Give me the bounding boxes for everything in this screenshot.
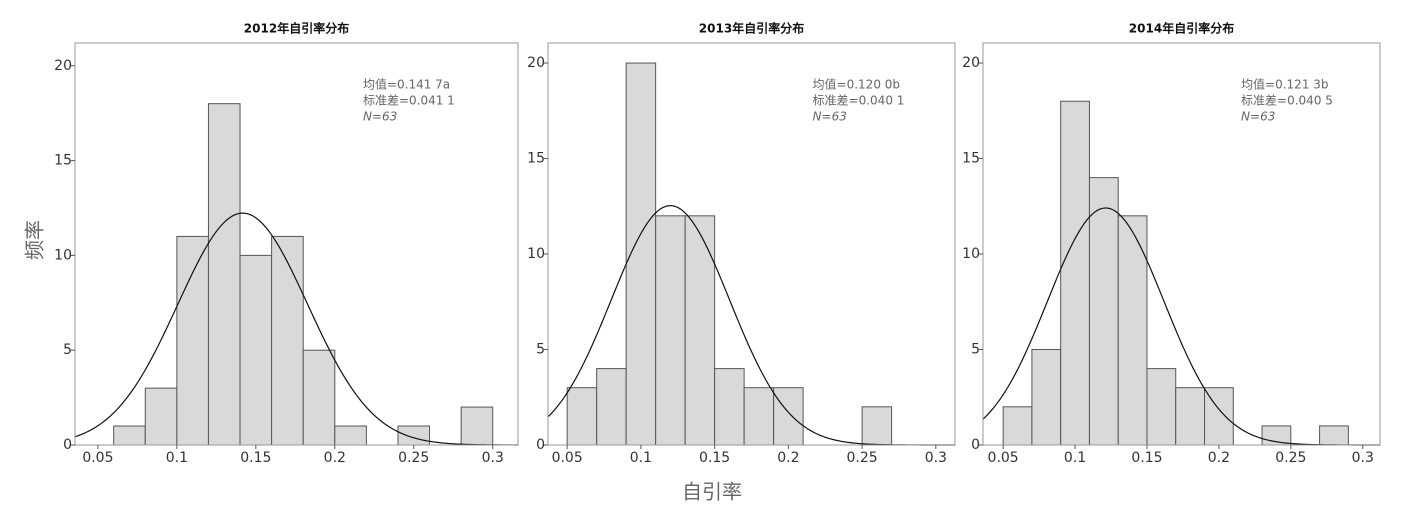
annotation: N=63 xyxy=(1241,110,1275,124)
annotation: 标准差=0.040 1 xyxy=(813,94,905,108)
bar xyxy=(655,215,686,446)
bar xyxy=(861,406,893,446)
y-tick-label: 15 xyxy=(54,153,72,169)
x-tick-label: 0.1 xyxy=(630,450,652,466)
annotation: N=63 xyxy=(363,110,397,124)
annotation: 均值=0.121 3b xyxy=(1241,77,1328,92)
bar xyxy=(176,235,209,446)
bar xyxy=(684,215,716,446)
bar xyxy=(714,368,745,446)
x-tick-label: 0.05 xyxy=(988,450,1019,466)
x-tick-label: 0.25 xyxy=(847,450,878,466)
annotation: 均值=0.141 7a xyxy=(363,77,450,92)
annotation: 标准差=0.041 1 xyxy=(363,94,455,108)
bar xyxy=(302,349,336,446)
plot-frame xyxy=(982,42,1381,446)
y-tick-label: 5 xyxy=(536,342,545,358)
x-axis-label: 自引率 xyxy=(682,480,742,504)
bar xyxy=(566,387,598,446)
plot-frame xyxy=(547,42,956,446)
x-tick-label: 0.2 xyxy=(1208,450,1230,466)
bar xyxy=(460,406,494,446)
y-tick-label: 0 xyxy=(63,437,72,453)
y-tick-label: 10 xyxy=(962,246,980,262)
bar xyxy=(1175,387,1206,446)
y-tick-label: 20 xyxy=(54,58,72,74)
x-tick-label: 0.15 xyxy=(1131,450,1162,466)
y-tick-label: 15 xyxy=(527,151,545,167)
chart-title: 2012年自引率分布 xyxy=(244,21,349,36)
y-tick-label: 20 xyxy=(527,55,545,71)
bar xyxy=(144,387,178,446)
plot-frame xyxy=(74,42,519,446)
x-tick-label: 0.3 xyxy=(925,450,947,466)
annotation: 标准差=0.040 5 xyxy=(1241,94,1333,108)
bar xyxy=(397,425,431,446)
x-tick-label: 0.25 xyxy=(398,450,429,466)
chart-title: 2014年自引率分布 xyxy=(1129,21,1234,36)
y-tick-label: 10 xyxy=(527,246,545,262)
x-tick-label: 0.1 xyxy=(1064,450,1086,466)
bar xyxy=(743,387,775,446)
chart-title: 2013年自引率分布 xyxy=(699,21,804,36)
bar xyxy=(1060,100,1090,446)
x-tick-label: 0.2 xyxy=(324,450,346,466)
y-tick-label: 15 xyxy=(962,151,980,167)
bar xyxy=(1031,349,1062,446)
x-tick-label: 0.15 xyxy=(699,450,730,466)
bar xyxy=(596,368,627,446)
normal-curve xyxy=(74,212,518,446)
bar xyxy=(113,425,146,446)
bar xyxy=(1146,368,1177,446)
bar xyxy=(1088,177,1119,446)
y-tick-label: 10 xyxy=(54,247,72,263)
y-tick-label: 20 xyxy=(962,55,980,71)
y-tick-label: 5 xyxy=(971,342,980,358)
x-tick-label: 0.3 xyxy=(482,450,504,466)
x-tick-label: 0.25 xyxy=(1275,450,1306,466)
annotation: N=63 xyxy=(813,110,847,124)
bar xyxy=(1319,425,1349,446)
bar xyxy=(239,254,273,446)
y-axis-label: 频率 xyxy=(23,220,47,260)
bar xyxy=(1117,215,1148,446)
y-tick-label: 0 xyxy=(536,437,545,453)
x-tick-label: 0.2 xyxy=(777,450,799,466)
y-tick-label: 5 xyxy=(63,342,72,358)
x-tick-label: 0.05 xyxy=(82,450,113,466)
bar xyxy=(207,103,241,446)
x-tick-label: 0.15 xyxy=(240,450,271,466)
bar xyxy=(773,387,804,446)
annotation: 均值=0.120 0b xyxy=(813,77,900,92)
y-tick-label: 0 xyxy=(971,437,980,453)
x-tick-label: 0.1 xyxy=(166,450,188,466)
bar xyxy=(1002,406,1033,446)
bar xyxy=(334,425,367,446)
bar xyxy=(271,235,304,446)
x-tick-label: 0.05 xyxy=(552,450,583,466)
x-tick-label: 0.3 xyxy=(1352,450,1374,466)
